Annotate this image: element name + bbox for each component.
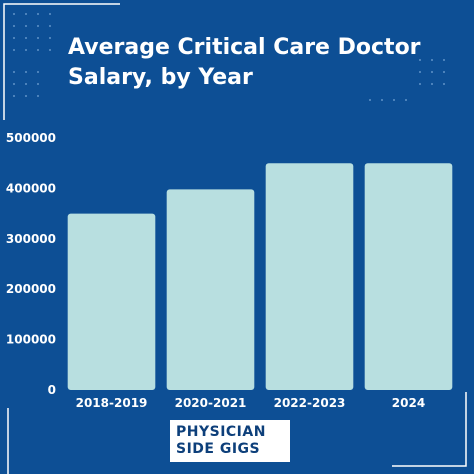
decor-dot <box>381 99 383 101</box>
brand-line-1: PHYSICIAN <box>176 424 266 440</box>
chart-title: Average Critical Care Doctor Salary, by … <box>68 33 468 93</box>
bars <box>67 163 453 390</box>
y-tick-label: 300000 <box>6 232 56 246</box>
brand-line-2: SIDE GIGS <box>176 441 261 457</box>
title-line-2: Salary, by Year <box>68 65 253 90</box>
y-tick-label: 500000 <box>6 131 56 145</box>
decor-dot <box>13 25 15 27</box>
decor-dot <box>37 37 39 39</box>
decor-dot <box>13 71 15 73</box>
decor-dot <box>37 83 39 85</box>
decor-dot <box>25 83 27 85</box>
decor-dot <box>49 37 51 39</box>
decor-dot <box>37 49 39 51</box>
decor-dot <box>443 59 445 61</box>
x-tick-label: 2020-2021 <box>175 396 247 410</box>
decor-dot <box>419 59 421 61</box>
decor-dot <box>37 13 39 15</box>
brand-logo: PHYSICIAN SIDE GIGS <box>170 420 290 462</box>
decor-dot <box>37 71 39 73</box>
decor-dot <box>393 99 395 101</box>
decor-dot <box>431 71 433 73</box>
decor-dot <box>369 99 371 101</box>
decor-dot <box>25 49 27 51</box>
decor-dot <box>37 95 39 97</box>
decor-dot <box>25 25 27 27</box>
title-line-1: Average Critical Care Doctor <box>68 35 421 60</box>
decor-dot <box>37 25 39 27</box>
bar-2020-2021 <box>166 189 255 390</box>
x-tick-label: 2024 <box>392 396 425 410</box>
decor-dot <box>13 83 15 85</box>
decor-dot <box>49 13 51 15</box>
decor-dot <box>419 83 421 85</box>
x-axis: 2018-2019 2020-2021 2022-2023 2024 <box>76 396 426 410</box>
y-tick-label: 100000 <box>6 333 56 347</box>
decor-dot <box>25 13 27 15</box>
decor-dot <box>431 83 433 85</box>
x-tick-label: 2022-2023 <box>274 396 346 410</box>
decor-dot <box>49 49 51 51</box>
decor-dot <box>13 95 15 97</box>
decor-dot <box>443 83 445 85</box>
y-tick-label: 200000 <box>6 282 56 296</box>
y-tick-label: 400000 <box>6 181 56 195</box>
decor-dot <box>405 99 407 101</box>
decor-dot <box>13 13 15 15</box>
decor-dot <box>49 25 51 27</box>
bar-2018-2019 <box>67 213 156 390</box>
decor-dot <box>25 71 27 73</box>
decor-dot <box>25 37 27 39</box>
bar-2024 <box>364 163 453 390</box>
x-tick-label: 2018-2019 <box>76 396 148 410</box>
decor-dot <box>443 71 445 73</box>
y-axis: 0 100000 200000 300000 400000 500000 <box>6 131 56 397</box>
decor-dot <box>431 59 433 61</box>
y-tick-label: 0 <box>48 383 56 397</box>
decor-dot <box>419 71 421 73</box>
decor-dot <box>25 95 27 97</box>
bar-2022-2023 <box>265 163 354 390</box>
decor-dot <box>13 49 15 51</box>
decor-dot <box>13 37 15 39</box>
